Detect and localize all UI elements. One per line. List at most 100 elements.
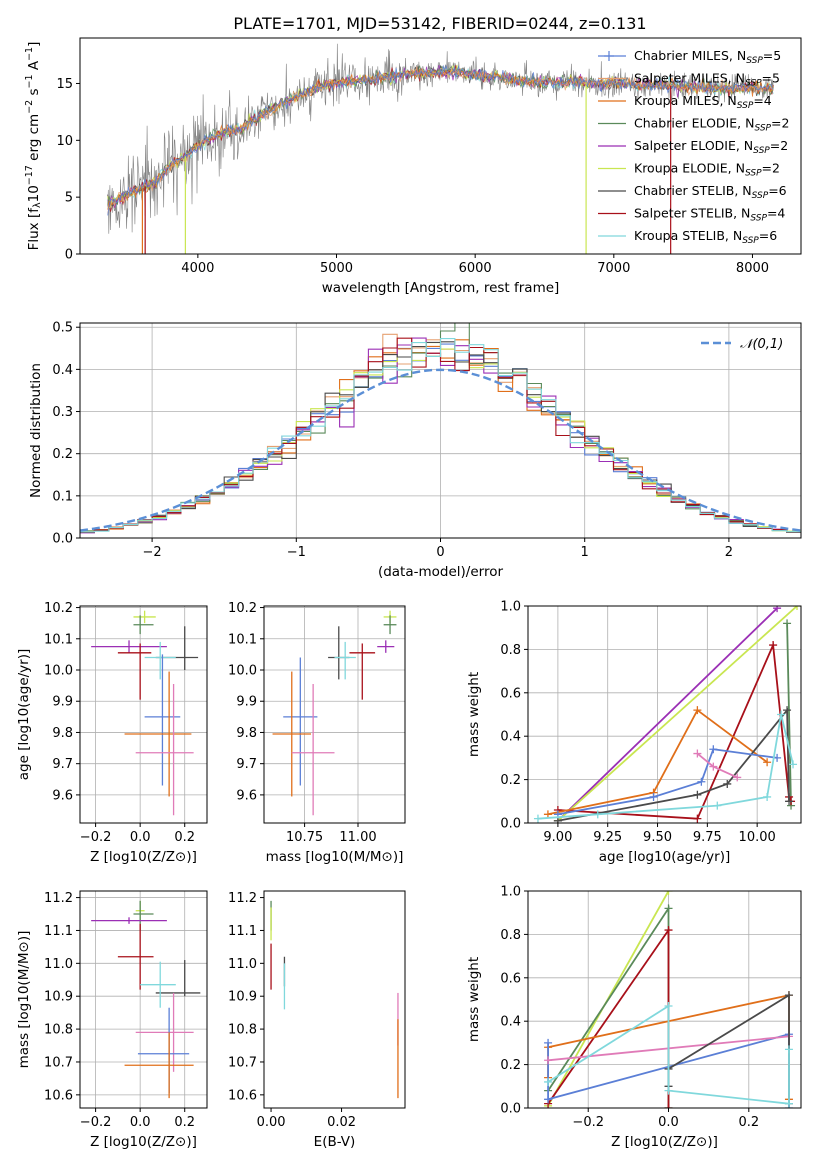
point-marker (723, 779, 732, 788)
point-marker (693, 706, 702, 715)
point-marker (783, 706, 792, 715)
legend-label: Kroupa MILES, NSSP=4 (634, 93, 772, 111)
y-tick-label: 0.0 (500, 817, 521, 832)
axes-frame (79, 605, 208, 824)
panel-mass-Z: −0.2 0.0 0.2 10.6 10.7 10.8 10.9 11.0 11.1 11.2 Z … (16, 890, 208, 1150)
y-axis-label: mass weight (466, 957, 482, 1042)
x-tick-label: 7000 (597, 261, 630, 276)
point-marker (773, 606, 782, 613)
x-tick-label: 0 (436, 545, 444, 560)
point-marker (693, 814, 702, 823)
panel-age-Z: −0.2 0.0 0.2 9.6 9.7 9.8 9.9 10.0 10.1 10.2 Z [log… (16, 601, 208, 865)
x-axis-label: age [log10(age/yr)] (599, 849, 731, 865)
y-tick-label: 9.9 (52, 695, 73, 710)
x-axis-label: mass [log10(M/M⊙)] (266, 849, 404, 865)
panel-residuals: −2 −1 0 1 2 0.0 0.1 0.2 0.3 0.4 0.5 (data-model)/er… (28, 321, 802, 580)
point-marker (763, 758, 772, 767)
plot-area-age-mass (272, 610, 397, 816)
x-tick-label: −0.2 (572, 1115, 604, 1130)
y-tick-label: 0.6 (500, 971, 521, 986)
line-kroupa-stelib (533, 710, 798, 823)
x-axis-label: Z [log10(Z/Z⊙)] (90, 849, 197, 865)
point-marker (664, 926, 673, 935)
errorbar-salpeter-stelib (117, 923, 154, 990)
plot-area-residuals (80, 323, 801, 534)
y-tick-label: 10.8 (228, 1023, 257, 1038)
ticks-residuals: −2 −1 0 1 2 0.0 0.1 0.2 0.3 0.4 0.5 (52, 321, 733, 560)
errorbar-chabrier-stelib (328, 626, 350, 680)
point-marker (709, 745, 718, 754)
axes-frame (79, 890, 208, 1109)
x-tick-label: 1 (581, 545, 589, 560)
plot-area-mass-Z (91, 900, 201, 1099)
legend-label: Chabrier STELIB, NSSP=6 (634, 183, 787, 201)
point-marker (593, 810, 602, 819)
errorbar-kroupa-stelib (334, 641, 356, 680)
y-tick-label: 10.9 (228, 990, 257, 1005)
figure-title: PLATE=1701, MJD=53142, FIBERID=0244, z=0… (233, 14, 646, 33)
panel-mw-age: 9.00 9.25 9.50 9.75 10.00 0.0 0.2 0.4 0.6 0.8 1.0 a… (466, 600, 802, 865)
axes-frame (527, 605, 802, 824)
y-tick-label: 11.0 (228, 957, 257, 972)
legend-label: 𝒩(0,1) (740, 337, 783, 352)
x-tick-label: 0.2 (738, 1115, 759, 1130)
x-tick-label: 0.2 (174, 1115, 195, 1130)
errorbar-chabrier-stelib (155, 960, 201, 997)
point-marker (785, 797, 794, 806)
x-tick-label: 5000 (320, 261, 353, 276)
point-marker (533, 814, 542, 823)
ticks-spectrum: 4000 5000 6000 7000 8000 0 5 10 15 (56, 77, 769, 276)
spectrum-legend: Chabrier MILES, NSSP=5 Salpeter MILES, NS… (598, 48, 789, 246)
y-tick-label: 10.7 (228, 1055, 257, 1070)
y-axis-label: mass [log10(M/M⊙)] (16, 931, 32, 1069)
legend-label: Salpeter STELIB, NSSP=4 (634, 206, 785, 224)
model-spectrum-kroupa-miles (107, 68, 774, 210)
legend-label: Kroupa STELIB, NSSP=6 (634, 228, 777, 246)
point-marker (693, 749, 702, 758)
y-tick-label: 11.1 (44, 924, 73, 939)
legend-label: Chabrier MILES, NSSP=5 (634, 48, 781, 66)
plot-area-mw-age (533, 606, 801, 823)
y-tick-label: 11.1 (228, 924, 257, 939)
ticks-age-Z: −0.2 0.0 0.2 9.6 9.7 9.8 9.9 10.0 10.1 10.2 (44, 601, 195, 845)
line-pink (693, 749, 742, 782)
plot-area-spectrum (107, 43, 774, 254)
y-axis-label: Normed distribution (28, 363, 44, 498)
x-tick-label: 0.0 (130, 1115, 151, 1130)
point-marker (544, 1038, 553, 1047)
point-marker (793, 606, 801, 610)
errorbar-salpeter-elodie (91, 917, 167, 924)
errorbar-kroupa-stelib (144, 641, 176, 680)
errorbar-chabrier-elodie (133, 615, 154, 635)
point-marker (664, 1086, 673, 1095)
y-tick-label: 9.7 (236, 757, 257, 772)
panel-mw-Z: −0.2 0.0 0.2 0.0 0.2 0.4 0.6 0.8 1.0 Z [log10(Z/Z… (466, 885, 802, 1150)
line-chabrier-elodie (783, 619, 796, 810)
y-tick-label: 10.7 (44, 1055, 73, 1070)
plot-area-mw-Z (544, 891, 793, 1108)
line-kroupa-miles (543, 706, 772, 819)
y-tick-label: 10.0 (44, 664, 73, 679)
x-tick-label: 0.02 (327, 1115, 356, 1130)
legend-label: Salpeter ELODIE, NSSP=2 (634, 138, 788, 156)
errorbar-chabrier-elodie (133, 900, 154, 931)
y-tick-label: 0.6 (500, 686, 521, 701)
line-chabrier-miles (553, 745, 782, 819)
x-tick-label: 10.00 (739, 830, 776, 845)
x-tick-label: 10.75 (286, 830, 323, 845)
point-marker (664, 1002, 673, 1011)
y-tick-label: 0.0 (52, 532, 73, 547)
errorbar-salpeter-stelib (349, 643, 376, 700)
x-tick-label: −2 (143, 545, 162, 560)
point-marker (777, 710, 786, 719)
ticks-mass-Z: −0.2 0.0 0.2 10.6 10.7 10.8 10.9 11.0 11.1 11.2 (44, 891, 195, 1130)
point-marker (697, 777, 706, 786)
x-tick-label: 9.75 (693, 830, 722, 845)
y-tick-label: 10.9 (44, 990, 73, 1005)
y-tick-label: 0.8 (500, 928, 521, 943)
y-tick-label: 0.4 (500, 1015, 521, 1030)
y-tick-label: 11.0 (44, 957, 73, 972)
line-kroupa-elodie (553, 606, 801, 823)
axes-frame (263, 605, 406, 824)
point-marker (789, 760, 798, 769)
